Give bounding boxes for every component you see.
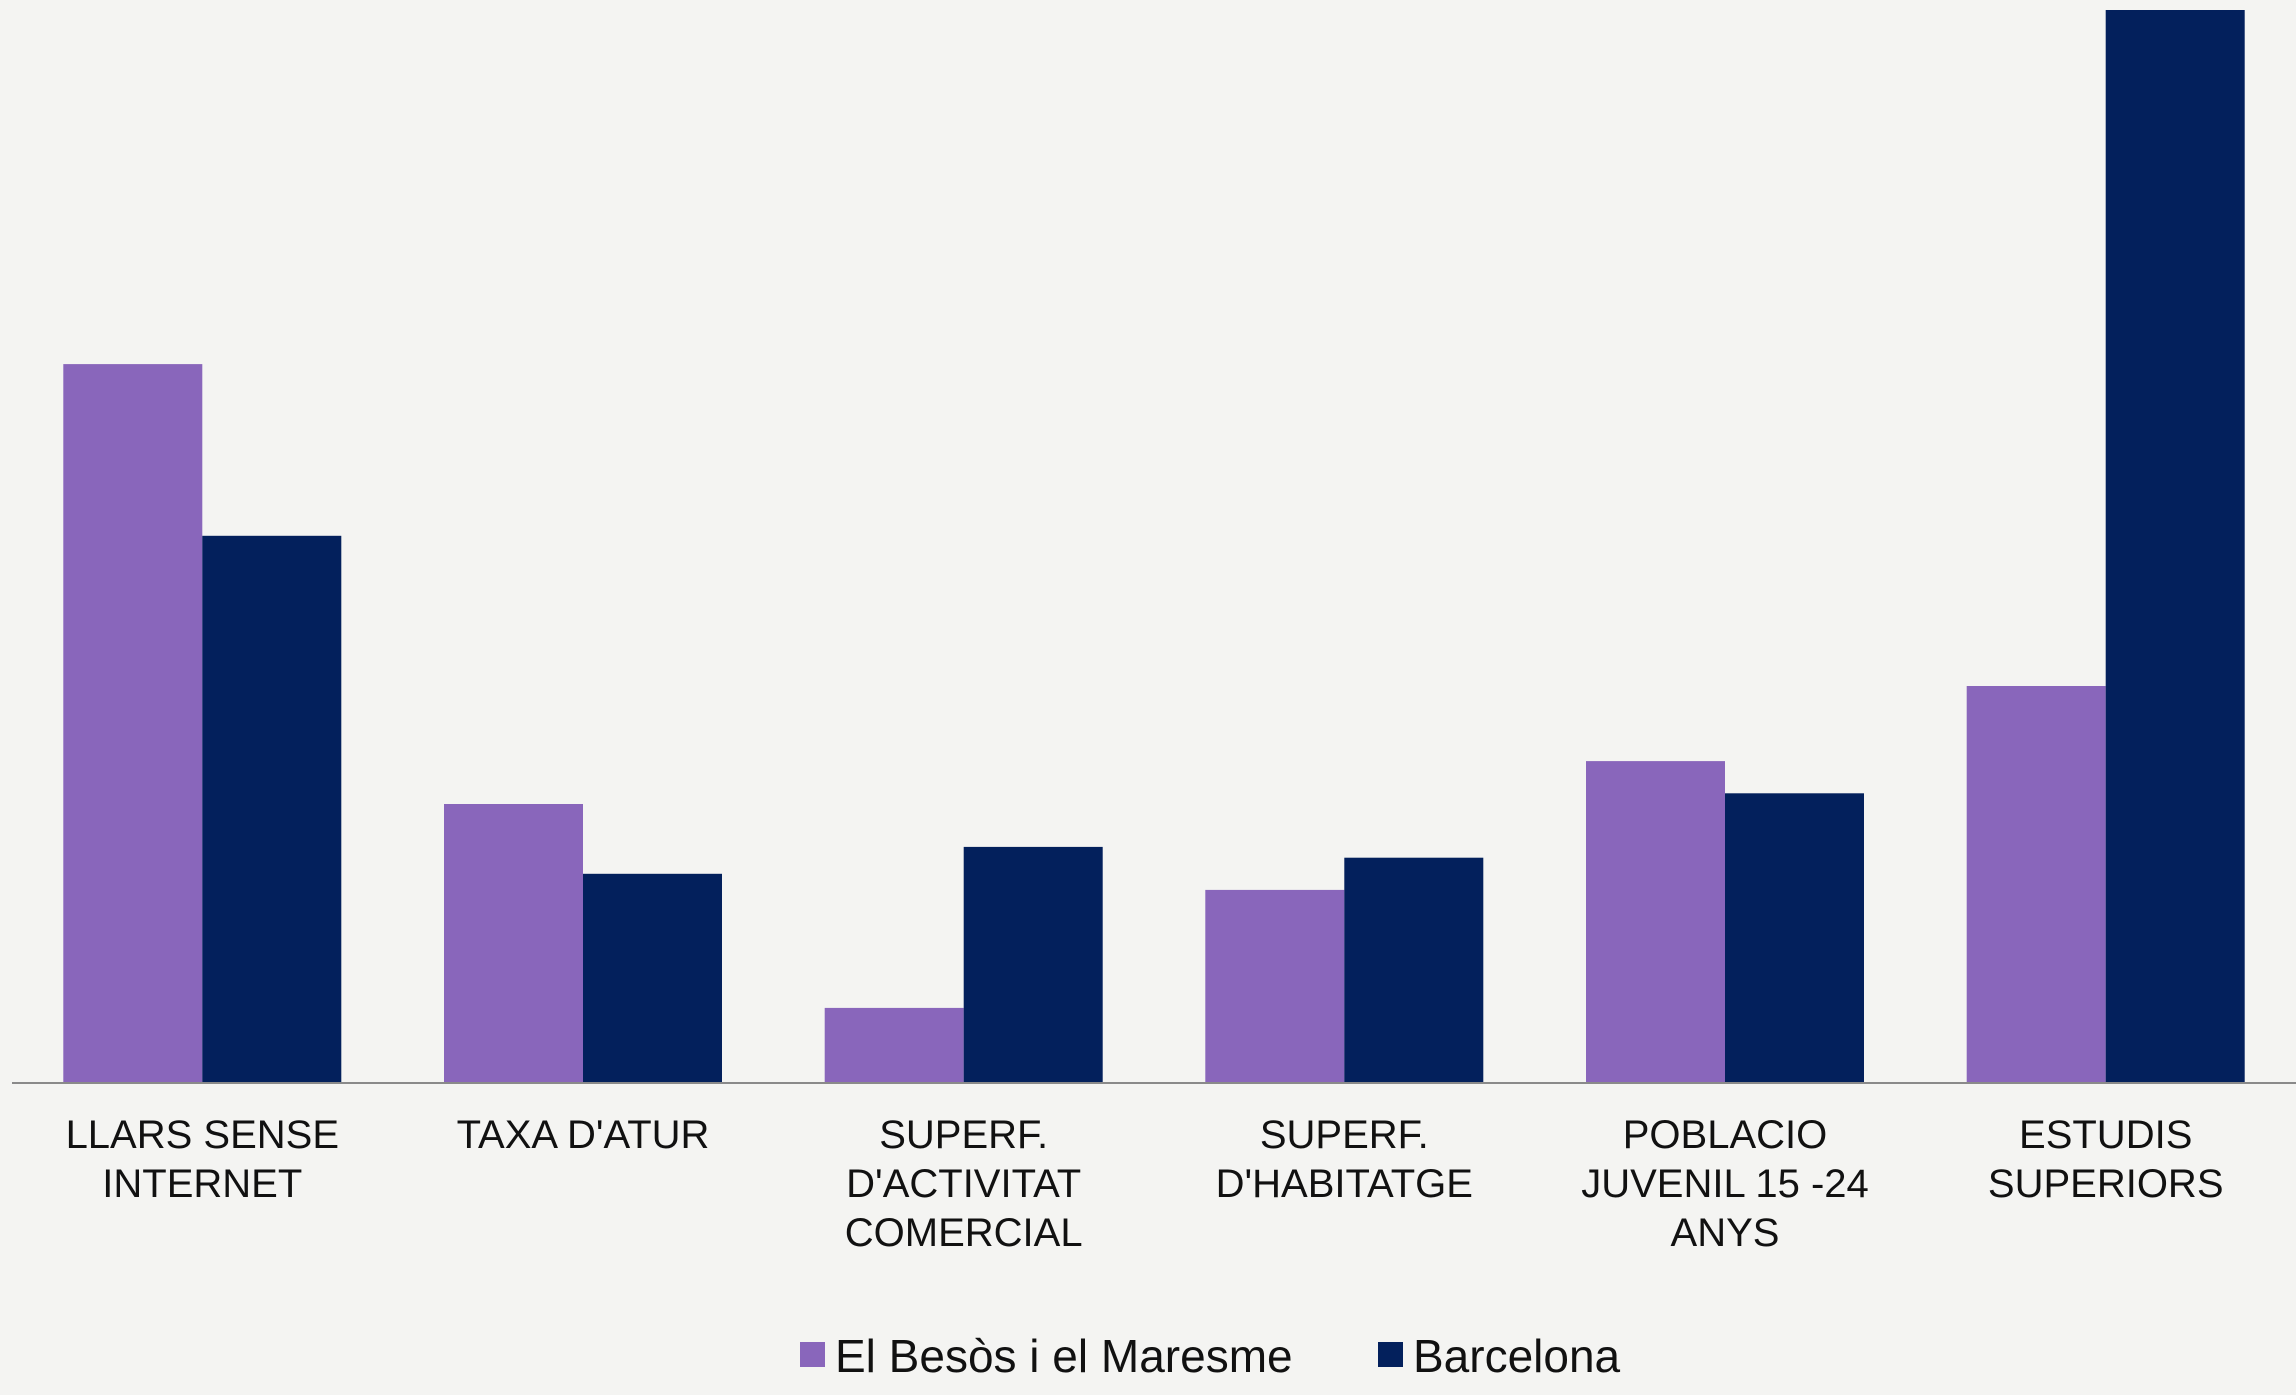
bar-el-besos-i-el-maresme-superf-d-activitat-comercial: [824, 1007, 964, 1083]
category-label-estudis-superiors: ESTUDIS SUPERIORS: [1988, 1113, 2224, 1206]
legend: El Besòs i el Maresme Barcelona: [800, 1330, 1621, 1382]
bar-barcelona-estudis-superiors: [2105, 10, 2245, 1083]
legend-swatch-barcelona: [1378, 1342, 1403, 1367]
bar-barcelona-superf-d-activitat-comercial: [963, 846, 1103, 1083]
bar-el-besos-i-el-maresme-poblacio-juvenil-15-24-anys: [1586, 761, 1725, 1083]
bar-el-besos-i-el-maresme-taxa-d-atur: [444, 804, 583, 1083]
category-label-poblacio-juvenil-15-24-anys: POBLACIO JUVENIL 15 -24 ANYS: [1581, 1113, 1869, 1255]
bars-layer: [63, 10, 2245, 1084]
category-label-superf-d-habitatge: SUPERF. D'HABITATGE: [1216, 1113, 1473, 1206]
bar-el-besos-i-el-maresme-estudis-superiors: [1966, 686, 2106, 1083]
bar-barcelona-llars-sense-internet: [202, 535, 342, 1083]
category-labels: LLARS SENSE INTERNET TAXA D'ATUR SUPERF. D'A…: [66, 1113, 2224, 1255]
bar-barcelona-superf-d-habitatge: [1344, 857, 1484, 1083]
category-label-superf-d-activitat-comercial: SUPERF. D'ACTIVITAT COMERCIAL: [845, 1113, 1083, 1255]
legend-swatch-el-besos-i-el-maresme: [800, 1342, 825, 1367]
category-label-taxa-d-atur: TAXA D'ATUR: [457, 1113, 710, 1157]
legend-label-el-besos-i-el-maresme: El Besòs i el Maresme: [835, 1330, 1293, 1382]
bar-el-besos-i-el-maresme-superf-d-habitatge: [1205, 889, 1345, 1083]
bar-el-besos-i-el-maresme-llars-sense-internet: [63, 364, 203, 1084]
category-label-llars-sense-internet: LLARS SENSE INTERNET: [66, 1113, 339, 1206]
legend-label-barcelona: Barcelona: [1413, 1330, 1621, 1382]
bar-barcelona-poblacio-juvenil-15-24-anys: [1725, 793, 1864, 1083]
bar-barcelona-taxa-d-atur: [583, 873, 722, 1083]
